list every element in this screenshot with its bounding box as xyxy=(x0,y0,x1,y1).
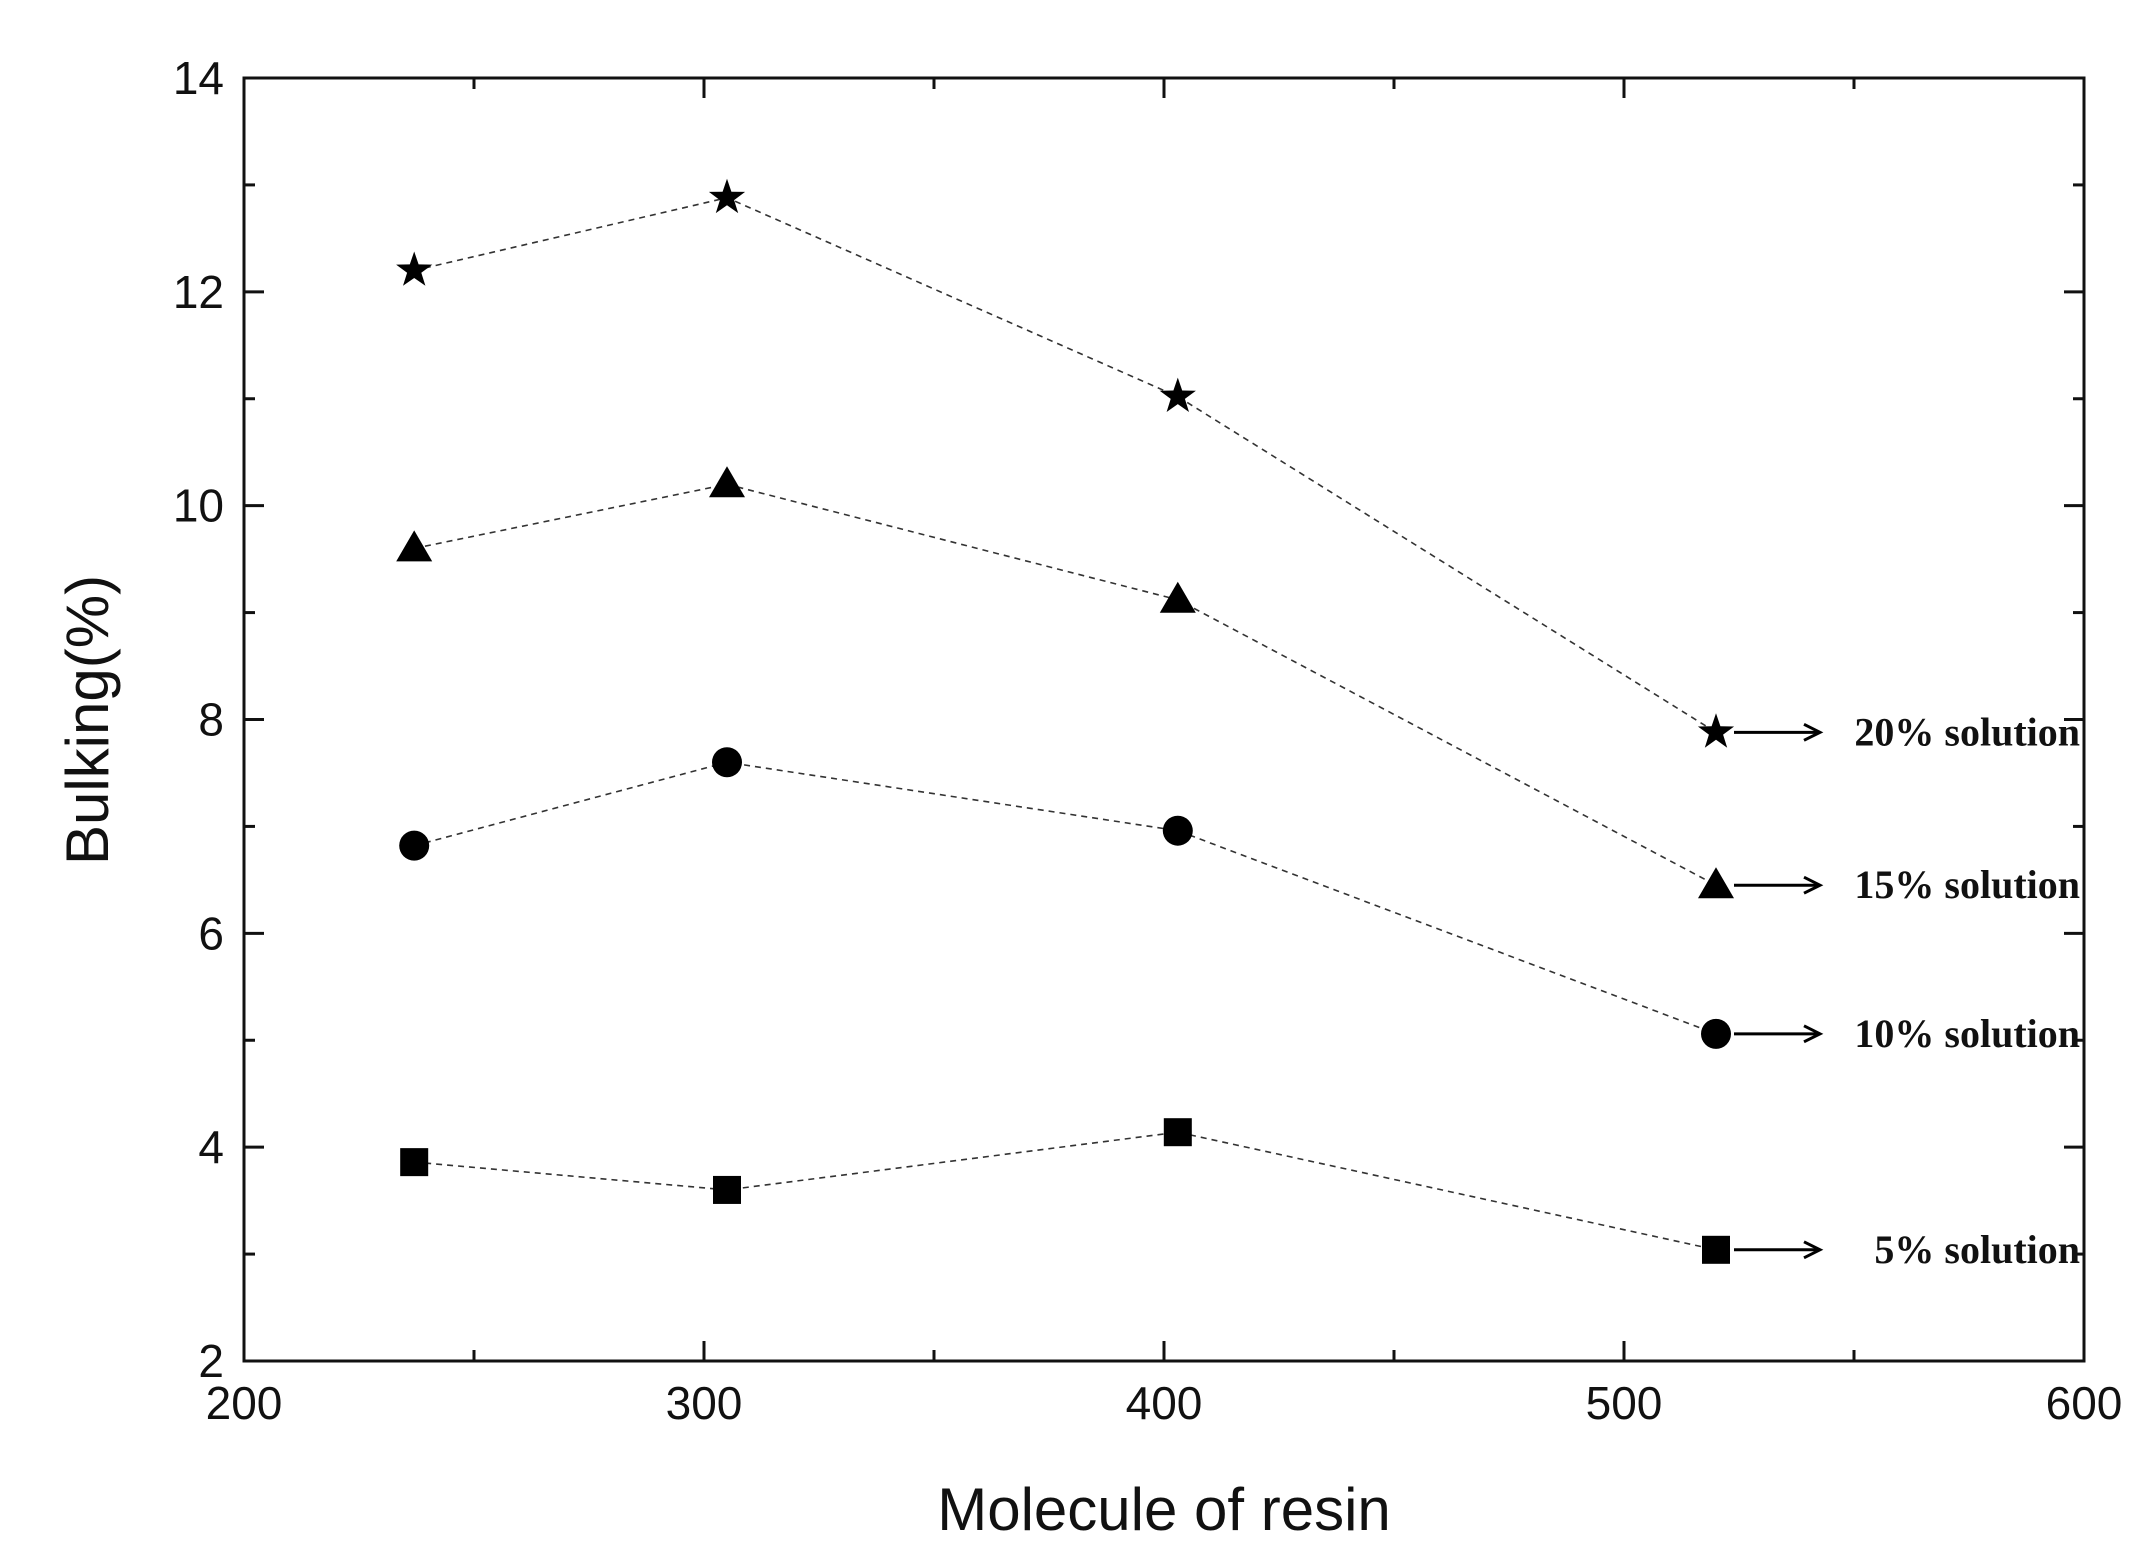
x-axis-title: Molecule of resin xyxy=(937,1476,1391,1543)
data-point-circle xyxy=(1701,1018,1731,1049)
data-point-star xyxy=(1159,377,1196,412)
y-tick-label: 6 xyxy=(198,907,224,959)
x-tick-label: 400 xyxy=(1126,1377,1203,1429)
annotation-label: 5% solution xyxy=(1874,1227,2080,1272)
data-point-square xyxy=(1163,1118,1192,1147)
y-tick-label: 4 xyxy=(198,1121,224,1173)
series-line xyxy=(414,483,1717,886)
x-tick-label: 600 xyxy=(2046,1377,2123,1429)
series-annotations: 20% solution 15% solution 10% solution 5% s… xyxy=(1734,709,2080,1272)
series-line xyxy=(413,761,1717,1035)
data-point-square xyxy=(1702,1235,1730,1264)
data-point-square xyxy=(713,1175,741,1204)
plot-frame xyxy=(242,76,2086,1363)
data-point-star xyxy=(708,178,746,214)
series-line xyxy=(414,196,1717,733)
y-tick-label: 2 xyxy=(198,1335,224,1387)
data-point-triangle xyxy=(709,466,745,498)
y-tick-label: 10 xyxy=(173,480,224,532)
y-tick-label: 14 xyxy=(173,52,224,104)
data-point-star xyxy=(396,251,433,286)
series-line xyxy=(414,1131,1717,1251)
y-tick-label: 8 xyxy=(198,694,224,746)
series-lines xyxy=(413,196,1717,1251)
y-tick-label: 12 xyxy=(173,266,224,318)
annotation-arrowhead xyxy=(1803,1024,1824,1044)
annotation-arrowhead xyxy=(1803,1240,1824,1260)
data-point-square xyxy=(400,1148,429,1177)
axis-ticks: 200 300 400 500 600 2 4 6 8 10 12 14 xyxy=(173,52,2123,1429)
x-tick-label: 200 xyxy=(206,1377,283,1429)
data-point-star xyxy=(1697,713,1735,748)
data-point-triangle xyxy=(1159,581,1196,613)
data-point-circle xyxy=(712,747,742,778)
data-point-triangle xyxy=(396,530,433,562)
annotation-label: 10% solution xyxy=(1854,1011,2080,1056)
annotation-label: 15% solution xyxy=(1854,862,2080,907)
x-tick-label: 500 xyxy=(1586,1377,1663,1429)
annotation-arrowhead xyxy=(1803,875,1824,895)
y-axis-title: Bulking(%) xyxy=(54,575,121,865)
data-point-circle xyxy=(1162,815,1193,846)
data-point-circle xyxy=(399,830,430,861)
data-point-triangle xyxy=(1698,867,1734,899)
x-tick-label: 300 xyxy=(666,1377,743,1429)
annotation-arrowhead xyxy=(1803,722,1824,742)
series-markers xyxy=(396,178,1735,1264)
annotation-label: 20% solution xyxy=(1854,709,2080,754)
